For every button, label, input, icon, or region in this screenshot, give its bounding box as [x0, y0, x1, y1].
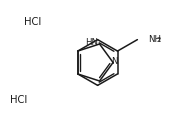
Text: HN: HN: [85, 38, 98, 47]
Text: 2: 2: [157, 37, 161, 43]
Text: NH: NH: [148, 34, 161, 43]
Text: HCl: HCl: [10, 95, 28, 105]
Text: HCl: HCl: [24, 17, 41, 27]
Text: N: N: [111, 57, 117, 66]
